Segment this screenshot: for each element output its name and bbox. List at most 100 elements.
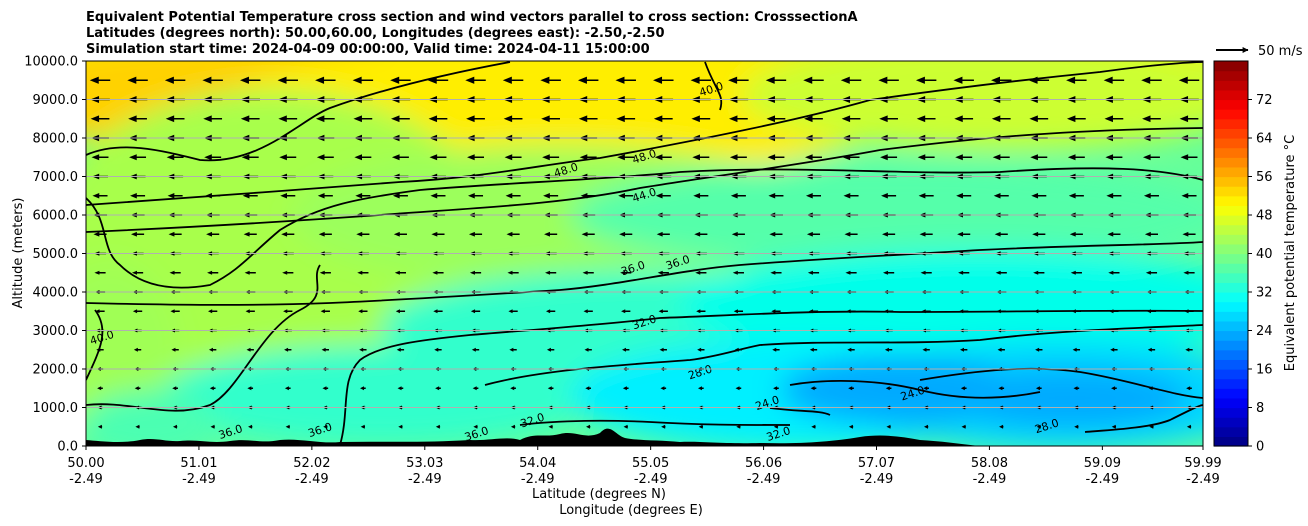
wind-vector-head: [772, 347, 777, 352]
colorbar-segment: [1214, 157, 1248, 168]
wind-vector-head: [360, 386, 365, 391]
wind-vector-head: [1066, 115, 1076, 123]
wind-vector-head: [878, 76, 888, 84]
field-color-blobs: [86, 61, 1203, 446]
wind-vector-head: [391, 115, 400, 123]
colorbar-tick-label: 40: [1256, 247, 1273, 262]
wind-vector-head: [427, 76, 437, 84]
x-tick-label-lon: -2.49: [69, 472, 103, 487]
wind-vector-head: [845, 270, 851, 275]
wind-vector-head: [545, 309, 551, 314]
wind-vector-head: [357, 270, 363, 275]
colorbar-segment: [1214, 292, 1248, 303]
wind-vector-head: [923, 386, 928, 391]
wind-vector-head: [435, 386, 440, 391]
x-tick-label-lat: 59.09: [1084, 456, 1121, 471]
wind-vector-head: [622, 347, 627, 352]
x-axis-label-line-1: Latitude (degrees N): [532, 487, 666, 502]
wind-vector-head: [803, 76, 813, 84]
colorbar-segment: [1214, 436, 1248, 447]
wind-vector-head: [886, 424, 891, 429]
wind-vector-head: [804, 115, 813, 123]
wind-vector-head: [992, 154, 1001, 161]
wind-vector-head: [960, 347, 965, 352]
wind-vector-head: [810, 386, 815, 391]
wind-vector-head: [1144, 231, 1151, 237]
wind-vector-head: [208, 309, 213, 314]
wind-vector-head: [544, 231, 550, 237]
wind-vector-head: [323, 424, 328, 429]
wind-vector-head: [398, 424, 403, 429]
wind-vector-head: [655, 193, 663, 199]
colorbar-segment: [1214, 301, 1248, 312]
contour-line: [86, 241, 1203, 306]
wind-vector-head: [392, 193, 400, 199]
wind-vector-head: [358, 309, 363, 314]
wind-vector-head: [467, 193, 475, 199]
wind-vector-head: [90, 115, 100, 123]
wind-vector-head: [1149, 424, 1154, 429]
wind-vector-head: [584, 347, 589, 352]
wind-vector-head: [959, 309, 964, 314]
wind-vector-head: [546, 347, 551, 352]
wind-vector-head: [881, 193, 888, 199]
wind-vector-head: [240, 115, 250, 123]
wind-vector-head: [239, 76, 249, 84]
wind-vector-head: [472, 386, 477, 391]
wind-vector-head: [882, 231, 888, 237]
wind-vector-head: [134, 386, 139, 391]
wind-vector-head: [843, 193, 851, 199]
wind-vector-head: [1147, 347, 1152, 352]
wind-vector-head: [615, 76, 625, 84]
terrain: [86, 428, 980, 446]
wind-vector-head: [806, 231, 813, 237]
wind-vector-head: [355, 193, 363, 199]
wind-vector-head: [202, 76, 212, 84]
wind-vector-head: [773, 386, 778, 391]
colorbar-tick-label: 16: [1256, 363, 1273, 378]
wind-vector-head: [319, 270, 325, 275]
wind-vector-head: [279, 154, 287, 161]
wind-vector-head: [731, 231, 738, 237]
wind-vector-head: [541, 115, 550, 123]
wind-vector-head: [97, 424, 102, 429]
colorbar-segment: [1214, 330, 1248, 341]
wind-vector-head: [510, 424, 515, 429]
wind-vector-head: [735, 386, 740, 391]
wind-vector-head: [1107, 231, 1114, 237]
wind-vector-head: [316, 154, 325, 161]
wind-vector-head: [429, 154, 438, 161]
wind-vector-head: [315, 76, 325, 84]
x-tick-label-lat: 58.08: [971, 456, 1008, 471]
wind-vector-head: [690, 76, 700, 84]
colorbar-segment: [1214, 369, 1248, 380]
wind-vector-head: [466, 115, 475, 123]
wind-vector-head: [352, 76, 362, 84]
wind-vector-head: [283, 309, 288, 314]
x-tick-label-lon: -2.49: [521, 472, 555, 487]
wind-vector-head: [127, 76, 137, 84]
wind-vector-head: [1028, 76, 1038, 84]
colorbar-segment: [1214, 61, 1248, 72]
wind-vector-head: [883, 309, 889, 314]
y-tick-label: 4000.0: [33, 286, 79, 301]
wind-vector-head: [96, 347, 101, 352]
wind-vector-head: [583, 309, 588, 314]
wind-vector-head: [623, 424, 628, 429]
wind-vector-head: [1111, 424, 1116, 429]
wind-vector-head: [92, 193, 100, 199]
wind-vector-head: [95, 309, 100, 314]
wind-vector-head: [653, 76, 663, 84]
wind-vector-head: [1145, 270, 1151, 275]
colorbar-tick-label: 8: [1256, 401, 1264, 416]
wind-vector-head: [991, 115, 1001, 123]
wind-vector-head: [728, 115, 738, 123]
wind-vector-head: [360, 424, 365, 429]
contour-line: [86, 61, 1203, 206]
x-tick-label-lon: -2.49: [747, 472, 781, 487]
wind-vector-head: [657, 270, 663, 275]
x-tick-label-lat: 56.06: [745, 456, 782, 471]
y-tick-label: 9000.0: [33, 93, 79, 108]
wind-vector-head: [285, 424, 290, 429]
wind-vector-head: [465, 76, 475, 84]
